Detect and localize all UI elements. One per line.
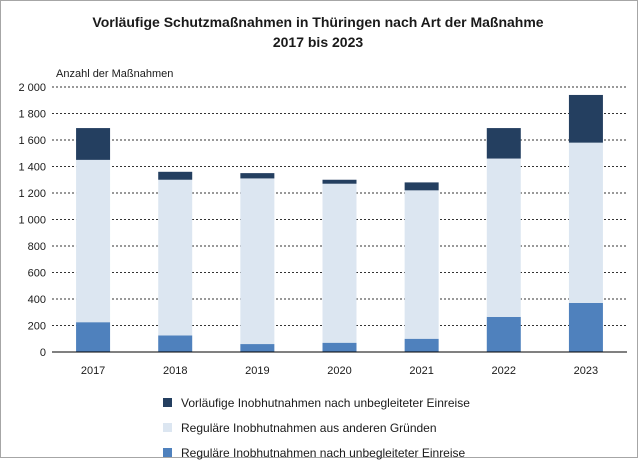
x-tick-label: 2020: [327, 365, 351, 377]
legend-swatch: [163, 448, 172, 457]
bar-segment-2019-s2: [240, 178, 275, 345]
bar-segment-2018-s3: [158, 171, 193, 180]
chart-title: Vorläufige Schutzmaßnahmen in Thüringen …: [0, 12, 636, 52]
y-tick-label: 2 000: [18, 82, 46, 94]
y-tick-label: 1 600: [18, 135, 46, 147]
bar-segment-2023-s3: [568, 94, 603, 143]
legend-label: Reguläre Inobhutnahmen nach unbegleitete…: [181, 445, 466, 460]
chart-subtitle: 2017 bis 2023: [272, 34, 364, 50]
legend-label: Reguläre Inobhutnahmen aus anderen Gründ…: [181, 420, 437, 435]
y-tick-label: 1 400: [18, 162, 46, 174]
y-tick-label: 1 200: [18, 188, 46, 200]
legend-item: Reguläre Inobhutnahmen nach unbegleitete…: [163, 445, 470, 460]
y-tick-label: 200: [28, 321, 46, 333]
bar-segment-2021-s1: [404, 338, 439, 352]
bar-segment-2022-s3: [486, 128, 521, 159]
bar-segment-2017-s1: [76, 322, 111, 352]
bars: [76, 94, 603, 352]
bar-segment-2018-s2: [158, 179, 193, 336]
x-tick-labels: 2017 2018 2019 2020 2021 2022 2023: [81, 365, 598, 377]
x-tick-label: 2021: [409, 365, 433, 377]
legend-label: Vorläufige Inobhutnahmen nach unbegleite…: [181, 395, 470, 410]
legend-swatch: [163, 423, 172, 432]
x-tick-label: 2022: [492, 365, 516, 377]
bar-segment-2020-s1: [322, 342, 357, 352]
bar-segment-2021-s3: [404, 182, 439, 191]
bar-segment-2018-s1: [158, 335, 193, 352]
bar-segment-2019-s3: [240, 173, 275, 179]
y-tick-label: 800: [28, 241, 46, 253]
legend-swatch: [163, 398, 172, 407]
y-tick-labels: 0 200 400 600 800 1 000 1 200 1 400 1 600 1 800 2 …: [18, 82, 46, 359]
y-tick-label: 1 800: [18, 109, 46, 121]
bar-segment-2021-s2: [404, 190, 439, 339]
x-tick-label: 2023: [574, 365, 598, 377]
x-tick-label: 2017: [81, 365, 105, 377]
bar-segment-2020-s3: [322, 179, 357, 184]
bar-segment-2023-s1: [568, 302, 603, 352]
legend-item: Vorläufige Inobhutnahmen nach unbegleite…: [163, 395, 470, 410]
bar-segment-2017-s3: [76, 128, 111, 160]
bar-segment-2017-s2: [76, 159, 111, 323]
y-tick-label: 1 000: [18, 215, 46, 227]
chart-title-main: Vorläufige Schutzmaßnahmen in Thüringen …: [92, 14, 544, 30]
bar-segment-2022-s2: [486, 158, 521, 317]
y-tick-label: 600: [28, 268, 46, 280]
y-tick-label: 0: [40, 347, 46, 359]
y-tick-label: 400: [28, 294, 46, 306]
bar-segment-2019-s1: [240, 344, 275, 352]
legend: Vorläufige Inobhutnahmen nach unbegleite…: [163, 395, 470, 470]
legend-item: Reguläre Inobhutnahmen aus anderen Gründ…: [163, 420, 470, 435]
x-tick-label: 2018: [163, 365, 187, 377]
bar-segment-2023-s2: [568, 142, 603, 303]
bar-segment-2020-s2: [322, 183, 357, 343]
stacked-bar-chart: Anzahl der Maßnahmen 0 200 400 600 800 1 000 1…: [18, 68, 627, 377]
x-tick-label: 2019: [245, 365, 269, 377]
bar-segment-2022-s1: [486, 316, 521, 352]
y-axis-label: Anzahl der Maßnahmen: [56, 68, 173, 80]
